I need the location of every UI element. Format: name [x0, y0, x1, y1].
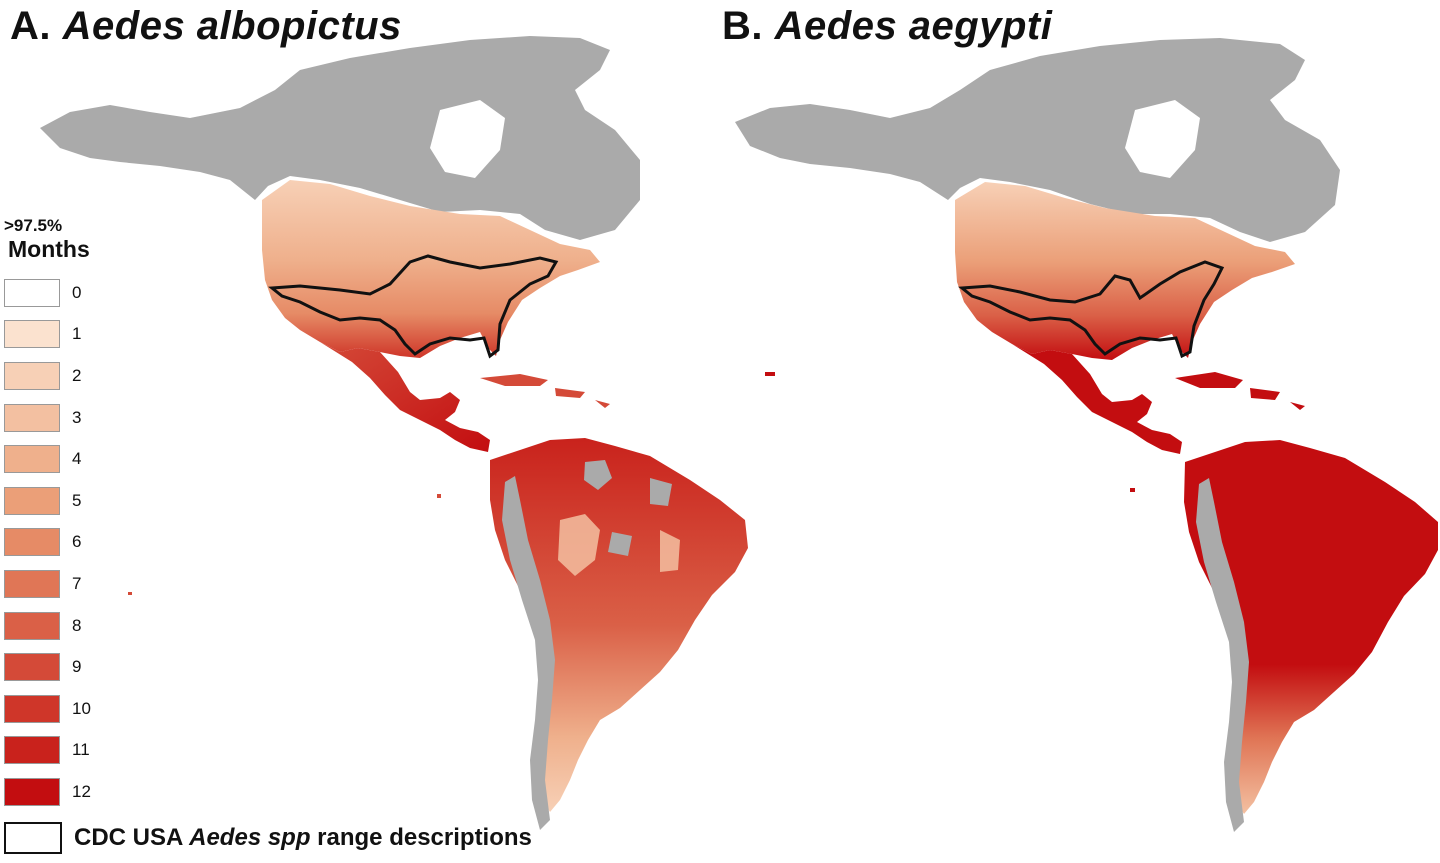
- cdc-label-prefix: CDC USA: [74, 824, 190, 851]
- legend-swatch: [4, 569, 60, 598]
- legend-swatch: [4, 320, 60, 349]
- panel-b-title: B. Aedes aegypti: [722, 4, 1052, 49]
- legend-label: 0: [72, 282, 82, 302]
- andes-no-data-a: [502, 476, 555, 830]
- cdc-range-swatch: [4, 822, 62, 854]
- panel-b-species: Aedes aegypti: [774, 4, 1053, 48]
- map-panel-b: [735, 38, 1438, 832]
- legend-item: 3: [4, 397, 144, 439]
- central-america-risk-a: [320, 342, 490, 452]
- south-america-risk-a: [490, 438, 748, 812]
- central-america-risk-b: [1012, 344, 1182, 454]
- panel-a-title: A. Aedes albopictus: [10, 4, 402, 49]
- legend-swatch: [4, 528, 60, 557]
- cdc-label-italic: Aedes spp: [189, 824, 311, 851]
- legend-item: 5: [4, 480, 144, 522]
- no-data-land-north-a: [40, 36, 640, 240]
- legend-label: 8: [72, 615, 82, 635]
- legend-item: 11: [4, 730, 144, 772]
- legend-item: 12: [4, 771, 144, 813]
- legend-item: 7: [4, 563, 144, 605]
- amazon-patch-a1: [584, 460, 612, 490]
- legend-swatch: [4, 611, 60, 640]
- andes-no-data-b: [1196, 478, 1249, 832]
- north-america-risk-b: [955, 182, 1295, 360]
- legend-threshold: >97.5%: [4, 216, 63, 235]
- legend-swatch: [4, 694, 60, 723]
- island-a2: [128, 592, 132, 595]
- legend-swatch: [4, 653, 60, 682]
- no-data-land-north-b: [735, 38, 1340, 242]
- legend-label: 12: [72, 781, 91, 801]
- caribbean-a: [480, 374, 610, 408]
- legend-swatch: [4, 486, 60, 515]
- legend-label: 3: [72, 407, 82, 427]
- legend-swatch: [4, 777, 60, 806]
- legend-swatch: [4, 361, 60, 390]
- legend-item: 6: [4, 522, 144, 564]
- legend-label: 7: [72, 573, 82, 593]
- cdc-range-legend: CDC USA Aedes spp range descriptions: [4, 822, 532, 854]
- legend-swatch: [4, 403, 60, 432]
- amazon-patch-a2: [650, 478, 672, 506]
- panel-a-letter: A.: [10, 4, 51, 48]
- amazon-light-a: [558, 514, 680, 576]
- amazon-patch-a3: [608, 532, 632, 556]
- legend-title: Months: [8, 236, 90, 262]
- months-legend: >97.5% Months 0 1 2 3 4 5 6 7 8 9 10 11 12: [4, 216, 144, 813]
- legend-label: 5: [72, 490, 82, 510]
- legend-label: 1: [72, 324, 82, 344]
- legend-item: 4: [4, 438, 144, 480]
- legend-item: 0: [4, 272, 144, 314]
- cdc-range-outline-b: [958, 260, 1225, 359]
- legend-item: 10: [4, 688, 144, 730]
- map-panel-a: [40, 36, 748, 830]
- cdc-label-suffix: range descriptions: [310, 824, 532, 851]
- legend-label: 11: [72, 740, 90, 760]
- legend-item: 1: [4, 314, 144, 356]
- south-america-risk-b: [1184, 440, 1438, 814]
- legend-item: 9: [4, 646, 144, 688]
- hudson-bay-a: [430, 100, 505, 178]
- legend-label: 9: [72, 657, 82, 677]
- cdc-range-label: CDC USA Aedes spp range descriptions: [74, 824, 532, 852]
- island-b2: [765, 372, 775, 376]
- legend-label: 4: [72, 449, 82, 469]
- legend-swatch: [4, 736, 60, 765]
- legend-swatch: [4, 278, 60, 307]
- island-b1: [1130, 488, 1135, 492]
- legend-item: 2: [4, 355, 144, 397]
- legend-label: 6: [72, 532, 82, 552]
- panel-a-species: Aedes albopictus: [62, 4, 402, 48]
- legend-label: 10: [72, 698, 91, 718]
- legend-swatch: [4, 445, 60, 474]
- legend-rows: 0 1 2 3 4 5 6 7 8 9 10 11 12: [4, 272, 144, 813]
- legend-item: 8: [4, 605, 144, 647]
- hudson-bay-b: [1125, 100, 1200, 178]
- north-america-risk-a: [262, 180, 600, 358]
- island-a1: [437, 494, 441, 498]
- cdc-range-outline-a: [268, 254, 559, 359]
- caribbean-b: [1175, 372, 1305, 410]
- panel-b-letter: B.: [722, 4, 763, 48]
- legend-label: 2: [72, 365, 82, 385]
